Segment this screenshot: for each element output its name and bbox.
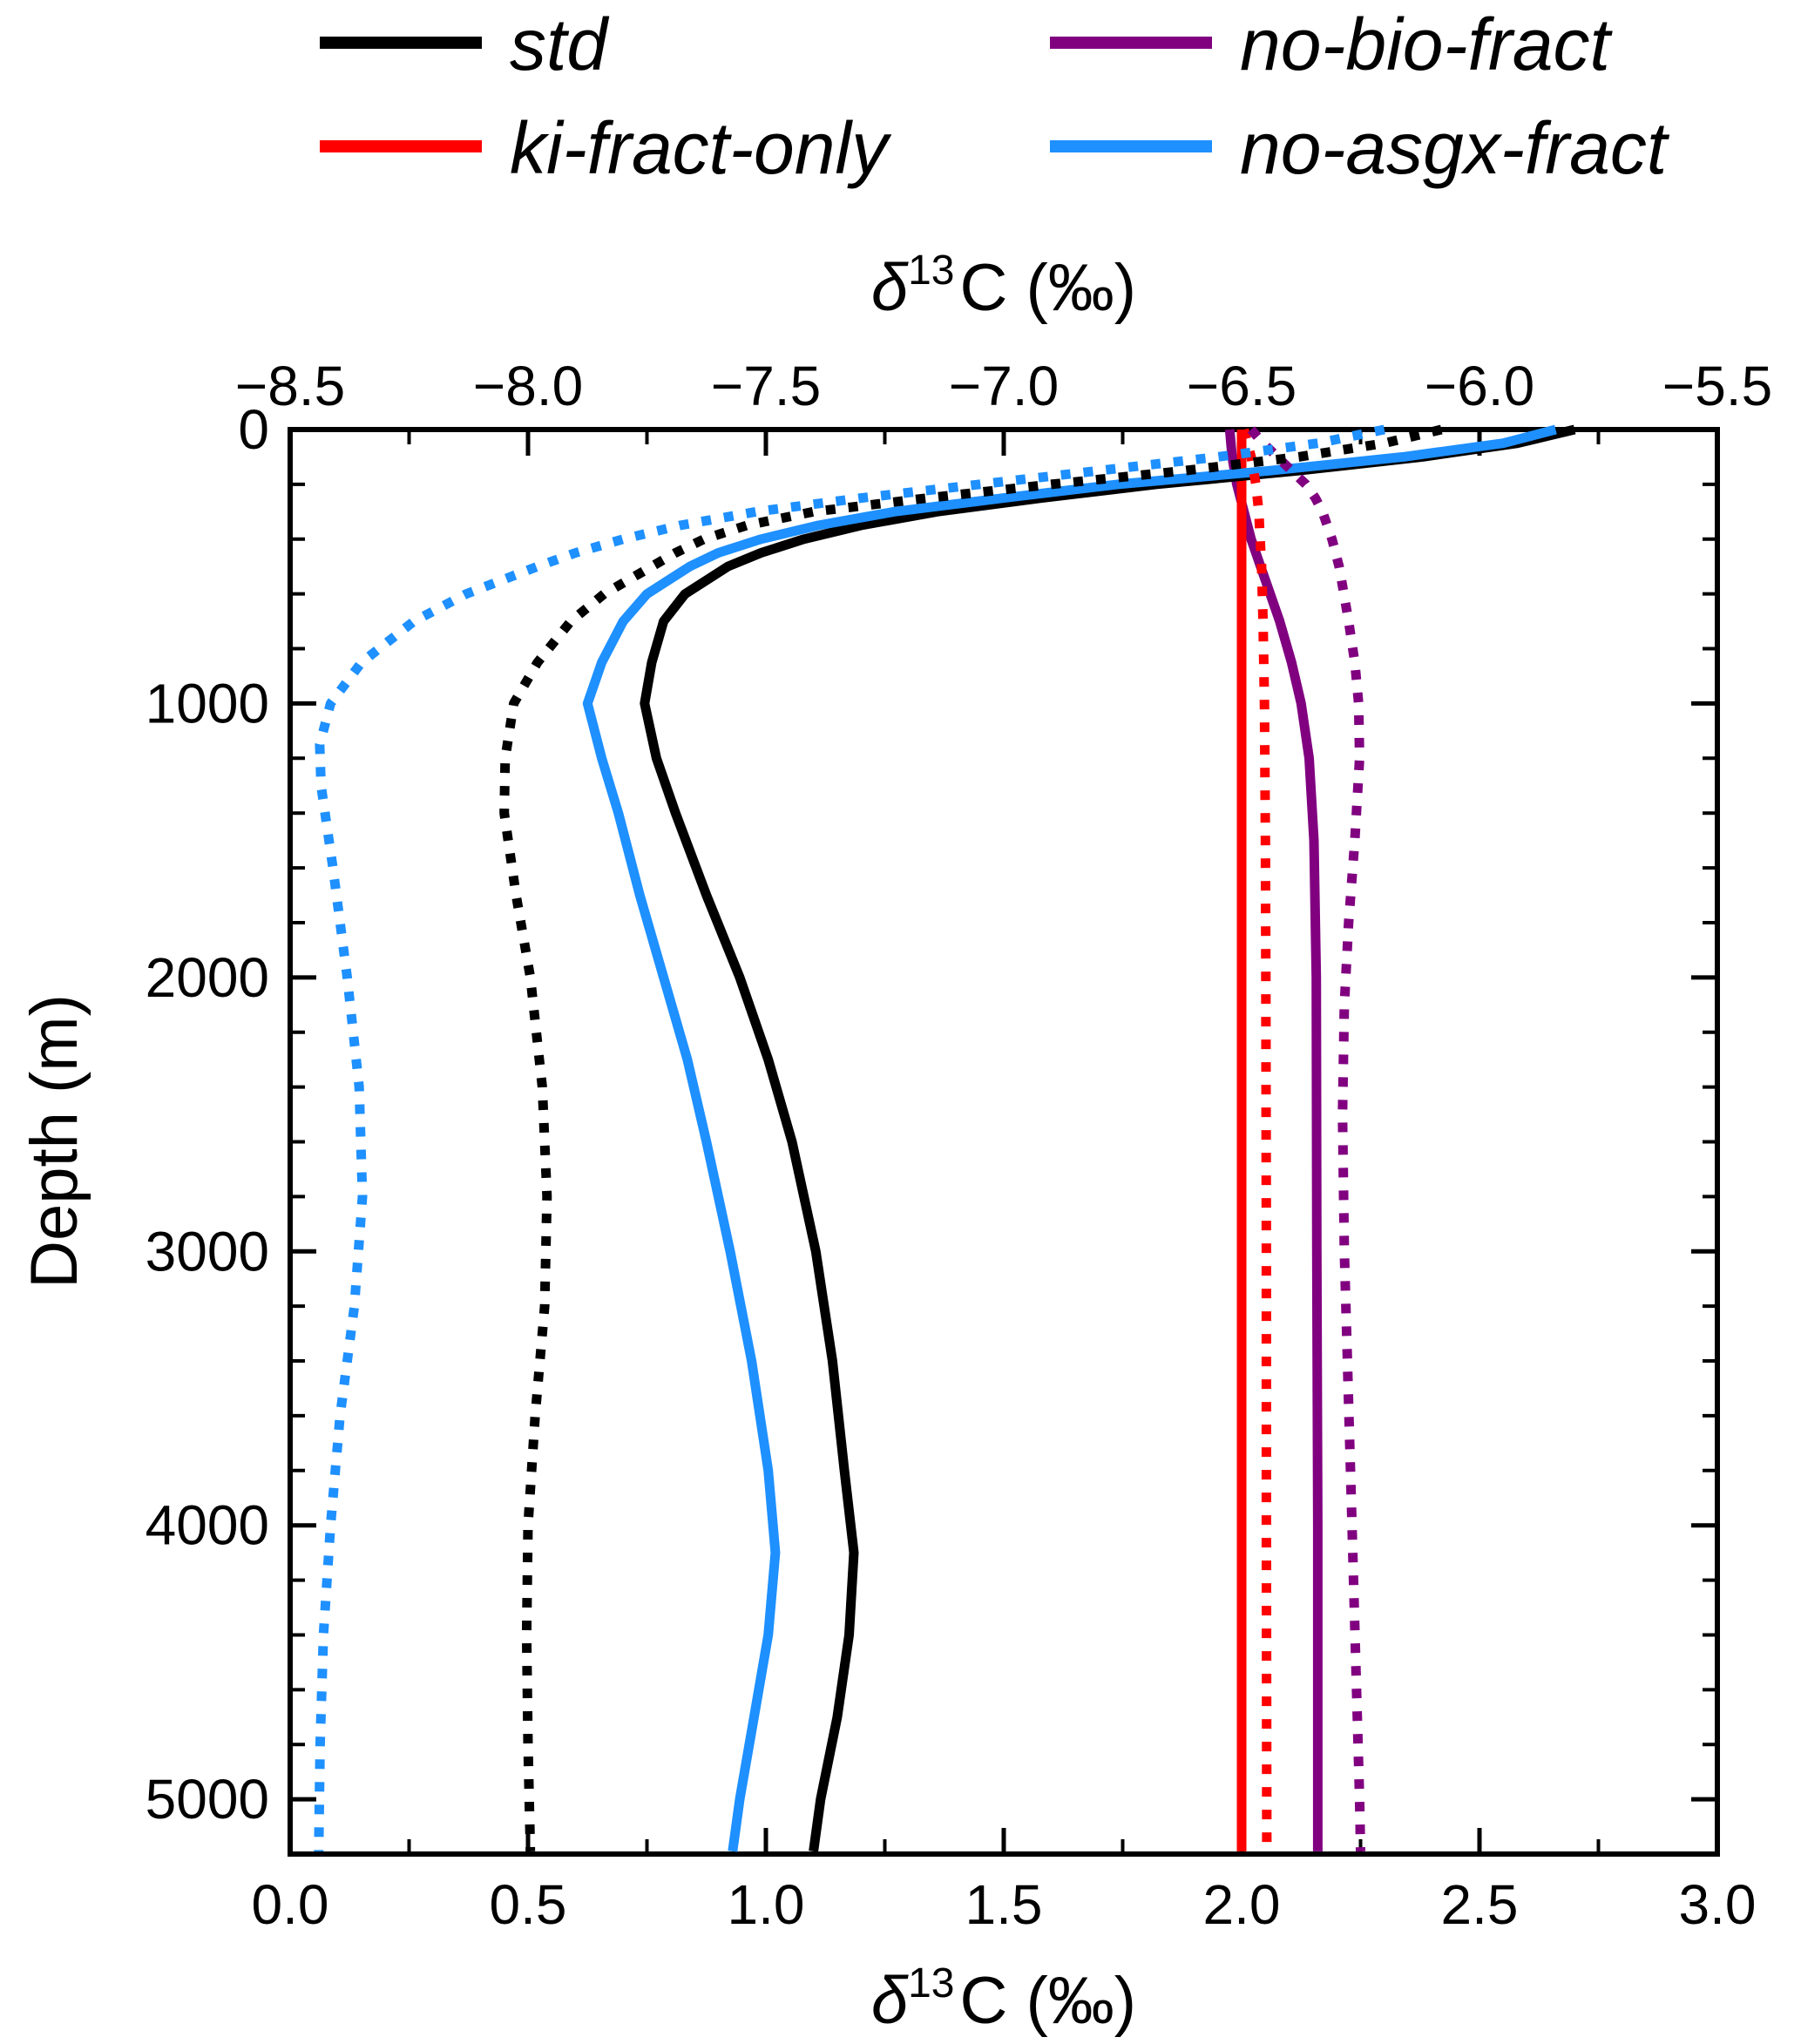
x-tick-label-bottom: 1.0	[728, 1873, 805, 1936]
top-axis-title: δ13C (‰)	[871, 247, 1136, 325]
x-tick-label-bottom: 0.0	[252, 1873, 329, 1936]
y-tick-label: 3000	[146, 1220, 269, 1283]
legend-item-std: std	[320, 3, 609, 85]
x-tick-label-top: −7.0	[949, 355, 1059, 417]
series-no-asgx-fract-dotted-top-axis-	[314, 424, 1385, 1851]
x-tick-label-bottom: 0.5	[490, 1873, 567, 1936]
curves-layer	[314, 424, 1576, 1852]
x-tick-label-bottom: 2.5	[1441, 1873, 1519, 1936]
series-no-bio-fract-dotted-top-axis-	[1247, 426, 1365, 1852]
legend-label-ki-fract-only: ki-fract-only	[510, 107, 892, 189]
x-tick-label-top: −8.0	[473, 355, 583, 417]
legend-label-std: std	[510, 3, 609, 85]
x-tick-label-top: −6.5	[1187, 355, 1297, 417]
series-ki-fract-only-dotted-top-axis-	[1239, 428, 1272, 1851]
y-tick-label: 5000	[146, 1768, 269, 1831]
legend-item-no-bio-fract: no-bio-fract	[1050, 3, 1614, 85]
legend-item-no-asgx-fract: no-asgx-fract	[1050, 107, 1670, 189]
x-tick-label-bottom: 1.5	[965, 1873, 1043, 1936]
x-tick-label-bottom: 2.0	[1203, 1873, 1281, 1936]
series-std	[640, 424, 1576, 1852]
x-tick-label-top: −7.5	[711, 355, 821, 417]
y-tick-label: 2000	[146, 946, 269, 1009]
legend-label-no-bio-fract: no-bio-fract	[1240, 3, 1614, 85]
series-std-dotted-top-axis-	[499, 424, 1443, 1852]
legend-label-no-asgx-fract: no-asgx-fract	[1240, 107, 1670, 189]
y-tick-label: 4000	[146, 1494, 269, 1557]
legend: std ki-fract-only no-bio-fract no-asgx-f…	[320, 3, 1670, 189]
y-tick-label: 0	[238, 398, 269, 461]
x-tick-label-bottom: 3.0	[1679, 1873, 1757, 1936]
y-tick-label: 1000	[146, 672, 269, 734]
bottom-axis-title: δ13C (‰)	[871, 1960, 1136, 2038]
left-axis-title: Depth (m)	[17, 994, 91, 1289]
x-tick-label-top: −5.5	[1662, 355, 1772, 417]
plot-border	[288, 427, 1720, 1857]
x-tick-label-top: −8.5	[235, 355, 345, 417]
x-tick-label-top: −6.0	[1425, 355, 1534, 417]
series-no-asgx-fract	[582, 424, 1557, 1852]
axes-layer: 0.0 −8.5 0.5 −8.0 1.0 −7.5 1.5 −7.0 2.0 −6.5 2.5 −6…	[146, 355, 1773, 1936]
legend-item-ki-fract-only: ki-fract-only	[320, 107, 892, 189]
